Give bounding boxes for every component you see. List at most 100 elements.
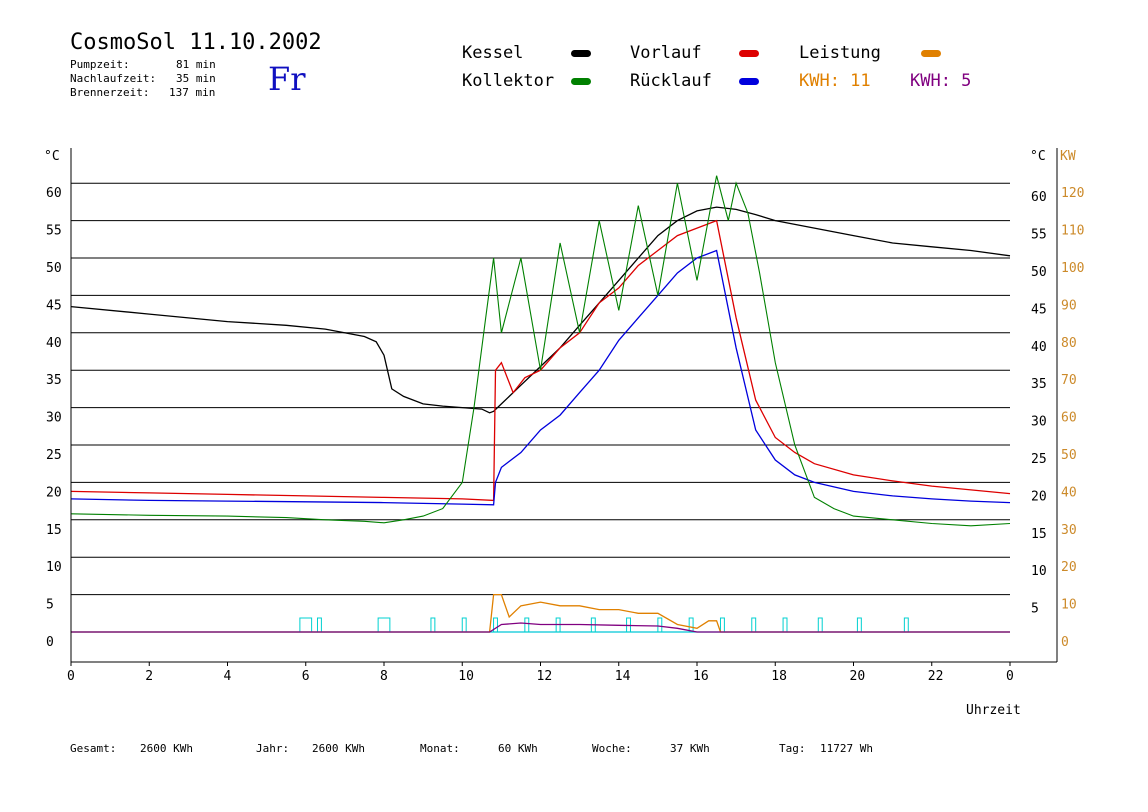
y-left-tick-label: 0 [46, 635, 54, 650]
x-tick-label: 10 [458, 669, 474, 684]
y-right2-unit: KW [1060, 149, 1076, 164]
burner-time: Brennerzeit: 137 min [70, 86, 216, 99]
y-left-tick-label: 60 [46, 186, 62, 201]
post-run-time: Nachlaufzeit: 35 min [70, 72, 216, 85]
legend-kessel: Kessel [462, 43, 524, 63]
y-right-tick-label: 20 [1031, 489, 1047, 504]
pump-on-marker [856, 617, 862, 633]
y-right-tick-label: 50 [1031, 265, 1047, 280]
y-left-tick-label: 5 [46, 598, 54, 613]
legend-ruecklauf: Rücklauf [630, 71, 712, 91]
series-kollektor [70, 175, 1011, 527]
footer-value: 60 KWh [498, 742, 538, 755]
pump-on-marker [688, 617, 694, 633]
legend-leistung-swatch [921, 50, 941, 57]
weekday: Fr [268, 60, 306, 98]
pump-on-marker [903, 617, 909, 633]
y-right-tick-label: 45 [1031, 302, 1047, 317]
grid-lines [71, 182, 1010, 633]
y-right2-tick-label: 120 [1061, 186, 1084, 201]
legend-kollektor: Kollektor [462, 71, 555, 91]
footer-label: Gesamt: [70, 742, 117, 755]
legend-kwh-purple: KWH: 5 [910, 71, 972, 91]
y-right-tick-label: 5 [1031, 602, 1039, 617]
legend-leistung: Leistung [799, 43, 881, 63]
y-right-tick-label: 30 [1031, 415, 1047, 430]
x-tick-label: 20 [850, 669, 866, 684]
legend-kollektor-swatch [571, 78, 591, 85]
y-right2-tick-label: 110 [1061, 224, 1084, 239]
y-left-tick-label: 15 [46, 523, 62, 538]
y-right-tick-label: 15 [1031, 527, 1047, 542]
x-tick-label: 2 [145, 669, 153, 684]
pump-on-marker [751, 617, 757, 633]
pump-on-marker [316, 617, 322, 633]
y-left-tick-label: 50 [46, 261, 62, 276]
legend-vorlauf: Vorlauf [630, 43, 702, 63]
legend-kwh-orange: KWH: 11 [799, 71, 871, 91]
footer-label: Monat: [420, 742, 460, 755]
x-tick-label: 0 [67, 669, 75, 684]
y-right-unit: °C [1030, 149, 1046, 164]
y-left-tick-label: 10 [46, 560, 62, 575]
legend-vorlauf-swatch [739, 50, 759, 57]
x-tick-label: 18 [771, 669, 787, 684]
series-leistung [71, 593, 1010, 633]
x-tick-label: 22 [928, 669, 944, 684]
series-kessel [70, 206, 1011, 414]
y-left-tick-label: 40 [46, 336, 62, 351]
x-tick-label: 16 [693, 669, 709, 684]
y-right-tick-label: 25 [1031, 452, 1047, 467]
y-right2-tick-label: 50 [1061, 448, 1077, 463]
y-right-tick-label: 10 [1031, 564, 1047, 579]
footer-value: 37 KWh [670, 742, 710, 755]
pump-on-marker [430, 617, 436, 633]
series-kwh_purple [71, 622, 1010, 633]
x-tick-label: 6 [302, 669, 310, 684]
y-right-tick-label: 60 [1031, 190, 1047, 205]
series-ruecklauf [70, 249, 1011, 506]
y-right2-tick-label: 20 [1061, 560, 1077, 575]
pump-on-marker [719, 617, 725, 633]
y-right2-tick-label: 60 [1061, 411, 1077, 426]
y-right2-tick-label: 70 [1061, 373, 1077, 388]
legend-kessel-swatch [571, 50, 591, 57]
y-right-tick-label: 35 [1031, 377, 1047, 392]
y-left-tick-label: 30 [46, 411, 62, 426]
legend-ruecklauf-swatch [739, 78, 759, 85]
series-vorlauf [70, 219, 1011, 502]
pump-on-marker [524, 617, 530, 633]
series-lines [70, 175, 1011, 633]
y-right-tick-label: 40 [1031, 340, 1047, 355]
y-right2-tick-label: 30 [1061, 523, 1077, 538]
y-right2-tick-label: 80 [1061, 336, 1077, 351]
pump-on-marker [493, 617, 498, 633]
y-right2-tick-label: 40 [1061, 485, 1077, 500]
pump-on-marker [817, 617, 823, 633]
y-left-tick-label: 55 [46, 224, 62, 239]
footer-value: 2600 KWh [312, 742, 365, 755]
x-tick-label: 8 [380, 669, 388, 684]
x-tick-label: 4 [224, 669, 232, 684]
pump-on-marker [657, 617, 663, 633]
x-axis-label: Uhrzeit [966, 703, 1021, 718]
pump-on-marker [299, 617, 313, 633]
pump-on-marker [782, 617, 788, 633]
y-left-tick-label: 20 [46, 485, 62, 500]
footer-label: Tag: [779, 742, 806, 755]
y-right2-tick-label: 0 [1061, 635, 1069, 650]
y-left-tick-label: 45 [46, 298, 62, 313]
y-left-tick-label: 35 [46, 373, 62, 388]
y-right2-tick-label: 90 [1061, 298, 1077, 313]
axes: 0510152025303540455055605101520253035404… [46, 148, 1084, 684]
x-tick-label: 0 [1006, 669, 1014, 684]
y-right2-tick-label: 100 [1061, 261, 1084, 276]
footer-label: Jahr: [256, 742, 290, 755]
chart-title: CosmoSol 11.10.2002 [70, 30, 322, 55]
y-right-tick-label: 55 [1031, 228, 1047, 243]
y-left-unit: °C [44, 149, 60, 164]
x-tick-label: 14 [615, 669, 631, 684]
footer-value: 11727 Wh [820, 742, 873, 755]
footer-label: Woche: [592, 742, 632, 755]
